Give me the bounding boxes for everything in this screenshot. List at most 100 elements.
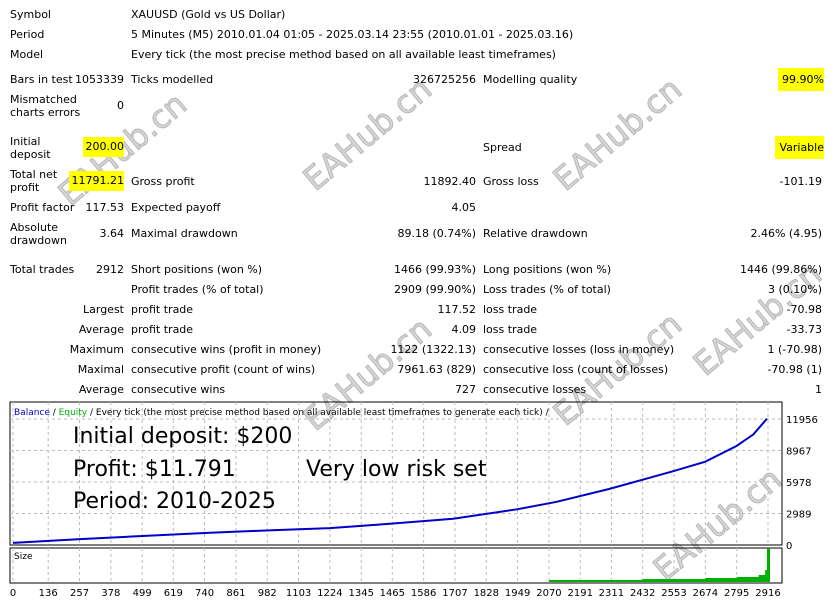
bars-label: Bars in test [10,73,73,86]
annotation-risk: Very low risk set [306,457,487,482]
balance-line [12,417,768,544]
size-plot-frame [9,547,783,584]
netprofit-label-2: profit [10,181,40,194]
largest-label: Largest [83,303,124,316]
period-value: 5 Minutes (M5) 2010.01.04 01:05 - 2025.0… [131,28,574,41]
mismatch-label-2: charts errors [10,106,81,119]
x-tick-label: 499 [133,588,152,599]
x-tick-label: 1345 [349,588,374,599]
trades-label: Total trades [10,263,75,276]
x-tick-label: 378 [101,588,120,599]
model-label: Model [10,48,44,61]
avg-consec-label: Average [78,383,124,396]
x-tick-label: 2191 [568,588,593,599]
x-tick-label: 2432 [630,588,655,599]
absdd-label-1: Absolute [10,221,59,234]
ticks-value: 326725256 [413,73,476,86]
absdd-label-2: drawdown [10,234,67,247]
mismatch-value: 0 [117,99,124,112]
pf-value: 117.53 [85,201,125,214]
x-tick-label: 1224 [317,588,342,599]
reldd-label: Relative drawdown [483,227,588,240]
model-value: Every tick (the most precise method base… [131,48,556,61]
largest-profit-value: 117.52 [437,303,477,316]
quality-value: 99.90% [778,68,824,91]
x-tick-label: 1586 [411,588,436,599]
legend-equity: Equity [59,408,88,418]
maximal-label: Maximal [77,363,124,376]
watermark: EAHub.cn [295,69,439,199]
long-label: Long positions (won %) [483,263,612,276]
largest-profit-label: profit trade [131,303,194,316]
mismatch-label-1: Mismatched [10,93,77,106]
deposit-label-1: Initial [10,135,41,148]
y-tick-label: 0 [786,541,792,552]
size-bars [548,548,770,582]
avg-wins-label: consecutive wins [131,383,226,396]
ltrades-label: Loss trades (% of total) [483,283,611,296]
maximum-label: Maximum [69,343,124,356]
x-tick-label: 0 [10,588,16,599]
netprofit-value: 11791.21 [68,171,124,191]
x-tick-label: 1949 [505,588,530,599]
x-tick-label: 1828 [474,588,499,599]
main-plot-frame [9,401,783,546]
maximal-loss-value: -70.98 (1) [767,363,822,376]
average-profit-value: 4.09 [451,323,477,336]
quality-label: Modelling quality [483,73,578,86]
x-tick-label: 861 [226,588,245,599]
x-tick-label: 2553 [661,588,686,599]
y-tick-label: 11956 [786,415,818,426]
average-loss-value: -33.73 [786,323,822,336]
symbol-label: Symbol [10,8,51,21]
y-tick-label: 2989 [786,510,811,521]
annotation-deposit: Initial deposit: $200 [73,424,293,449]
max-wins-label: consecutive wins (profit in money) [131,343,322,356]
x-tick-label: 740 [195,588,214,599]
long-value: 1446 (99.86%) [739,263,822,276]
maximal-loss-label: consecutive loss (count of losses) [483,363,669,376]
grossloss-value: -101.19 [779,175,822,188]
deposit-value: 200.00 [82,137,124,157]
legend-model: / Every tick (the most precise method ba… [87,408,549,418]
average-loss-label: loss trade [483,323,538,336]
x-tick-label: 2795 [724,588,749,599]
period-label: Period [10,28,45,41]
grossprofit-label: Gross profit [131,175,195,188]
spread-label: Spread [483,141,522,154]
x-tick-label: 257 [70,588,89,599]
reldd-value: 2.46% (4.95) [750,227,822,240]
balance-chart: 11956 8967 5978 2989 0 0 136 257 378 499 619 740 861… [9,401,818,599]
spread-value: Variable [775,136,824,159]
grossprofit-value: 11892.40 [423,175,477,188]
legend-balance: Balance [14,408,50,418]
avg-wins-value: 727 [455,383,476,396]
x-tick-label: 1465 [380,588,405,599]
size-label: Size [14,552,33,562]
watermark: EAHub.cn [545,69,689,199]
x-tick-label: 2674 [693,588,718,599]
symbol-value: XAUUSD (Gold vs US Dollar) [131,8,286,21]
short-value: 1466 (99.93%) [393,263,476,276]
maxdd-label: Maximal drawdown [131,227,238,240]
average-label: Average [78,323,124,336]
annotation-profit: Profit: $11.791 [73,457,236,482]
x-tick-label: 136 [39,588,58,599]
x-tick-label: 982 [258,588,277,599]
x-tick-label: 2311 [599,588,624,599]
max-losses-label: consecutive losses (loss in money) [483,343,675,356]
y-tick-label: 8967 [786,447,811,458]
payoff-value: 4.05 [451,201,477,214]
ltrades-value: 3 (0.10%) [767,283,822,296]
pf-label: Profit factor [10,201,75,214]
x-tick-label: 1707 [442,588,467,599]
legend-sep: / [50,408,59,418]
average-profit-label: profit trade [131,323,194,336]
max-losses-value: 1 (-70.98) [767,343,822,356]
largest-loss-value: -70.98 [786,303,822,316]
maxdd-value: 89.18 (0.74%) [397,227,476,240]
ptrades-label: Profit trades (% of total) [131,283,264,296]
x-tick-label: 2916 [755,588,780,599]
deposit-label-2: deposit [10,148,51,161]
